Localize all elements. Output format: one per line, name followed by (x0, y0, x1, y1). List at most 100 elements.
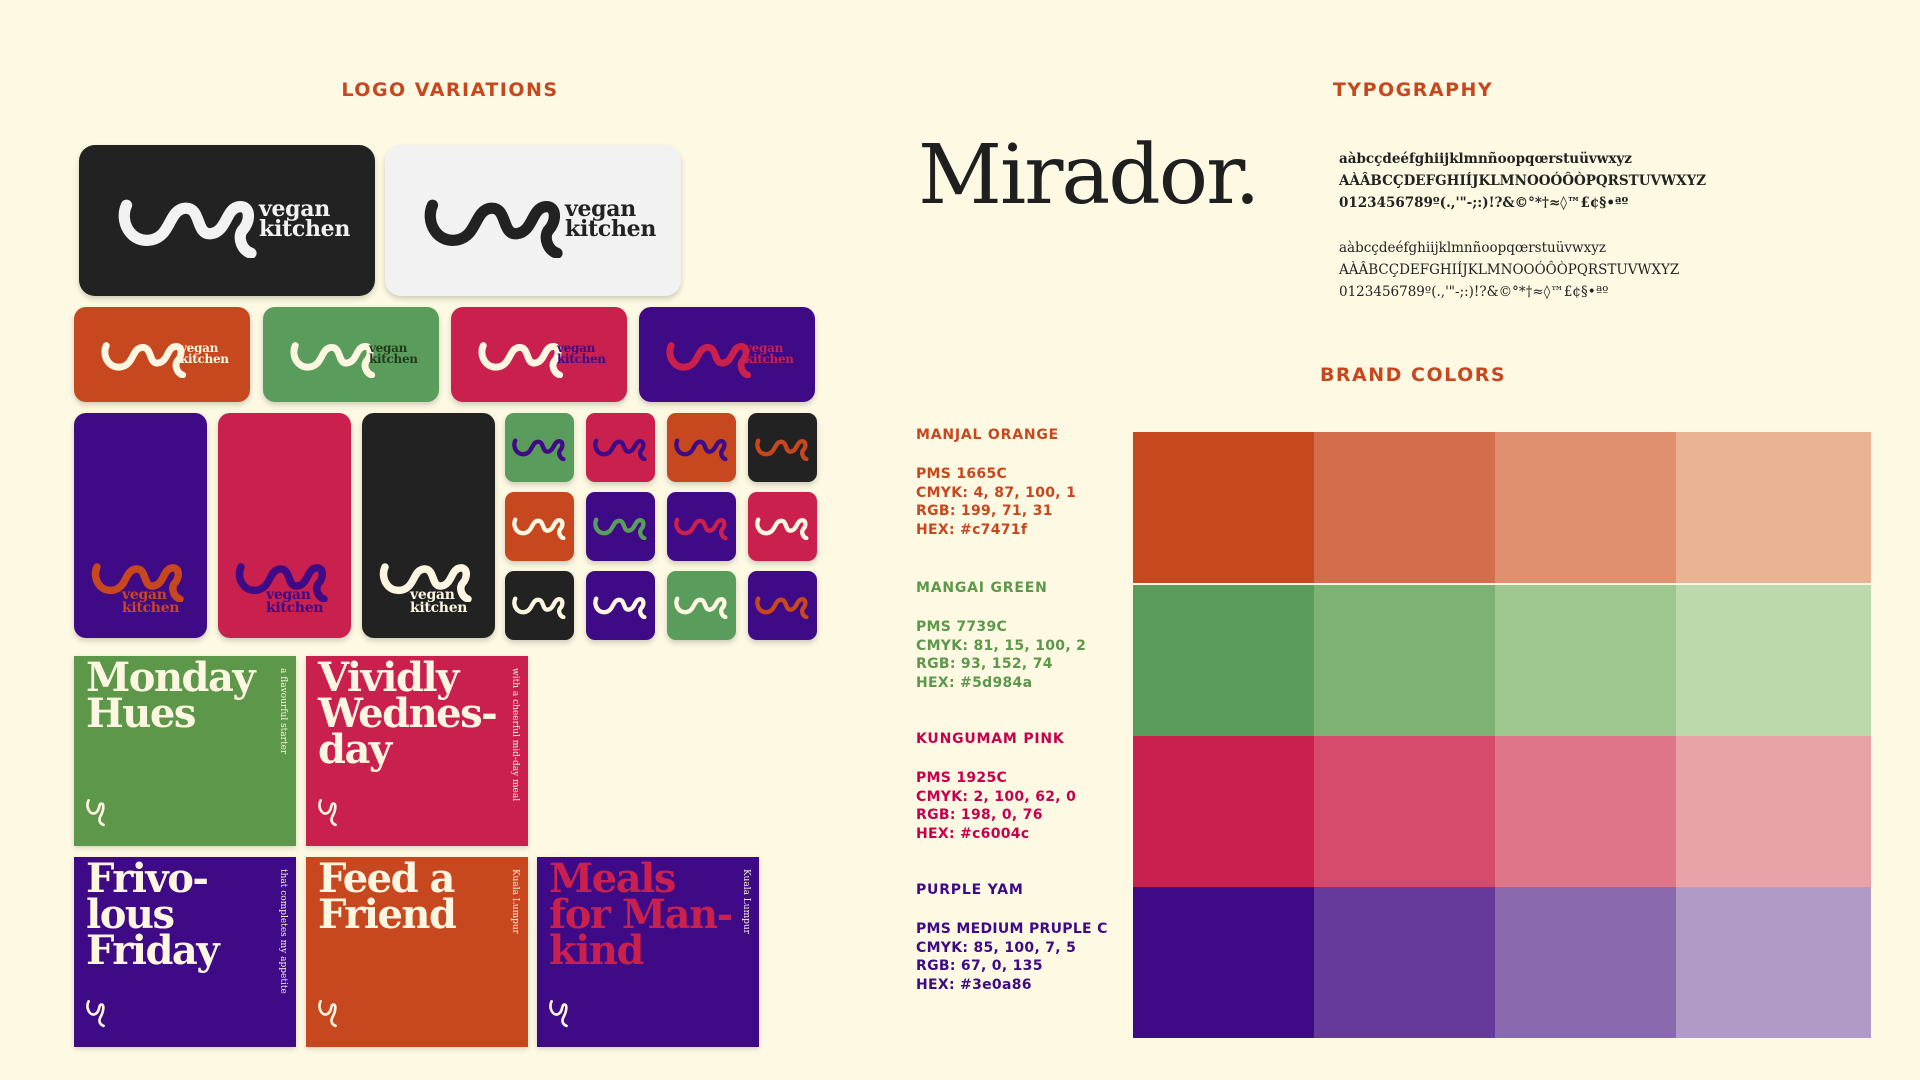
logo-card: vegan kitchen (639, 307, 815, 402)
poster-card: Feed a Friend Kuala Lumpur (306, 857, 528, 1047)
poster-logo (84, 795, 106, 832)
logo-word-vegan: vegan (369, 341, 407, 355)
logo-card (667, 571, 736, 640)
color-swatch (1676, 432, 1871, 583)
logo-word-kitchen: kitchen (266, 599, 324, 616)
logo-wordmark: vegan kitchen (122, 588, 180, 616)
color-swatch (1133, 585, 1314, 736)
swirl-logo-icon (101, 342, 187, 378)
swirl-logo-icon (755, 517, 809, 540)
swirl-logo-icon (512, 438, 566, 461)
color-swatch (1133, 432, 1314, 583)
color-pms: PMS MEDIUM PRUPLE C (916, 921, 1108, 937)
logo-card: vegan kitchen (451, 307, 627, 402)
poster-logo (84, 996, 106, 1033)
color-hex: HEX: #c6004c (916, 825, 1030, 842)
swirl-logo-icon (91, 563, 184, 602)
color-hex: HEX: #5d984a (916, 674, 1033, 691)
color-swatch (1133, 887, 1314, 1038)
swirl-logo-icon (593, 517, 647, 540)
color-hex: HEX: #c7471f (916, 521, 1028, 538)
color-spec: KUNGUMAM PINK PMS 1925C CMYK: 2, 100, 62… (916, 731, 1076, 843)
swirl-logo-icon (674, 596, 728, 619)
poster-logo (316, 795, 338, 832)
color-cmyk: CMYK: 85, 100, 7, 5 (916, 939, 1077, 956)
color-spec: MANGAI GREEN PMS 7739C CMYK: 81, 15, 100… (916, 580, 1086, 692)
swirl-logo-icon (318, 799, 337, 827)
logo-card (505, 492, 574, 561)
swirl-logo-icon (666, 342, 752, 378)
logo-word-vegan: vegan (180, 341, 218, 355)
color-pms: PMS 1925C (916, 770, 1008, 786)
swirl-logo-icon (235, 563, 328, 602)
color-swatch (1133, 736, 1314, 887)
logo-word-kitchen: kitchen (565, 216, 657, 243)
logo-card (586, 571, 655, 640)
color-name: KUNGUMAM PINK (916, 731, 1065, 747)
swirl-logo-icon (674, 438, 728, 461)
swirl-logo-icon (674, 517, 728, 540)
swirl-logo-icon (379, 563, 472, 602)
color-cmyk: CMYK: 4, 87, 100, 1 (916, 484, 1077, 501)
logo-card (586, 492, 655, 561)
brand-colors-title: BRAND COLORS (1319, 364, 1507, 386)
color-swatch (1314, 736, 1495, 887)
color-spec: PURPLE YAM PMS MEDIUM PRUPLE C CMYK: 85,… (916, 882, 1108, 994)
color-swatch (1676, 585, 1871, 736)
logo-wordmark: vegan kitchen (369, 341, 418, 367)
color-swatch (1495, 887, 1676, 1038)
logo-word-kitchen: kitchen (122, 599, 180, 616)
logo-word-vegan: vegan (565, 196, 636, 222)
color-swatch (1495, 736, 1676, 887)
glyph-line: aàbcçdeéfghiijklmnñoopqœrstuüvwxyz (1339, 151, 1632, 167)
color-swatch (1495, 432, 1676, 583)
color-cmyk: CMYK: 2, 100, 62, 0 (916, 788, 1077, 805)
swirl-logo-icon (512, 517, 566, 540)
poster-card: Monday Hues a flavourful starter (74, 656, 296, 846)
color-spec: MANJAL ORANGE PMS 1665C CMYK: 4, 87, 100… (916, 427, 1076, 539)
color-rgb: RGB: 198, 0, 76 (916, 807, 1043, 823)
logo-card (667, 492, 736, 561)
logo-wordmark: vegan kitchen (180, 341, 229, 365)
logo-word-kitchen: kitchen (369, 352, 418, 367)
poster-tagline: that completes my appetite (278, 869, 288, 994)
logo-card: vegan kitchen (74, 307, 250, 402)
logo-word-vegan: vegan (745, 341, 783, 355)
logo-card (505, 571, 574, 640)
color-pms: PMS 7739C (916, 619, 1008, 635)
logo-card (667, 413, 736, 482)
glyph-line: 0123456789º(.,'"-;:)!?&©°*†≈◊™£¢§•ªº (1339, 284, 1609, 300)
logo-word-kitchen: kitchen (557, 352, 606, 367)
logo-word-vegan: vegan (259, 196, 330, 222)
logo-card: vegan kitchen (263, 307, 439, 402)
poster-title: Feed a Friend (318, 857, 457, 938)
glyph-line: 0123456789º(.,'"-;:)!?&©°*†≈◊™£¢§•ªº (1339, 195, 1629, 211)
swirl-logo-icon (318, 1000, 337, 1028)
logo-card: vegan kitchen (74, 413, 207, 638)
logo-card: vegan kitchen (79, 145, 375, 296)
poster-card: Frivo- lous Friday that completes my app… (74, 857, 296, 1047)
logo-card: vegan kitchen (362, 413, 495, 638)
glyph-line: AÀÂBCÇDEFGHIÍJKLMNOOÓÔÒPQRSTUVWXYZ (1339, 173, 1707, 189)
logo-card (748, 571, 817, 640)
color-swatch (1314, 887, 1495, 1038)
logo-wordmark: vegan kitchen (410, 588, 467, 615)
logo-card (505, 413, 574, 482)
poster-title: Vividly Wednes- day (318, 656, 498, 773)
poster-card: Meals for Man- kind Kuala Lumpur (537, 857, 759, 1047)
color-name: MANGAI GREEN (916, 580, 1048, 596)
logo-wordmark: vegan kitchen (745, 341, 794, 365)
logo-card (748, 413, 817, 482)
logo-word-vegan: vegan (266, 587, 311, 603)
swirl-logo-icon (424, 199, 563, 258)
glyph-set-bold: aàbcçdeéfghiijklmnñoopqœrstuüvwxyz AÀÂBC… (1339, 148, 1706, 214)
poster-tagline: a flavourful starter (278, 668, 288, 755)
swirl-logo-icon (86, 799, 105, 827)
color-swatch (1676, 887, 1871, 1038)
swirl-logo-icon (549, 1000, 568, 1028)
logo-wordmark: vegan kitchen (557, 342, 606, 367)
swirl-logo-icon (290, 342, 376, 378)
color-pms: PMS 1665C (916, 466, 1008, 482)
color-swatch (1676, 736, 1871, 887)
swirl-logo-icon (593, 596, 647, 619)
